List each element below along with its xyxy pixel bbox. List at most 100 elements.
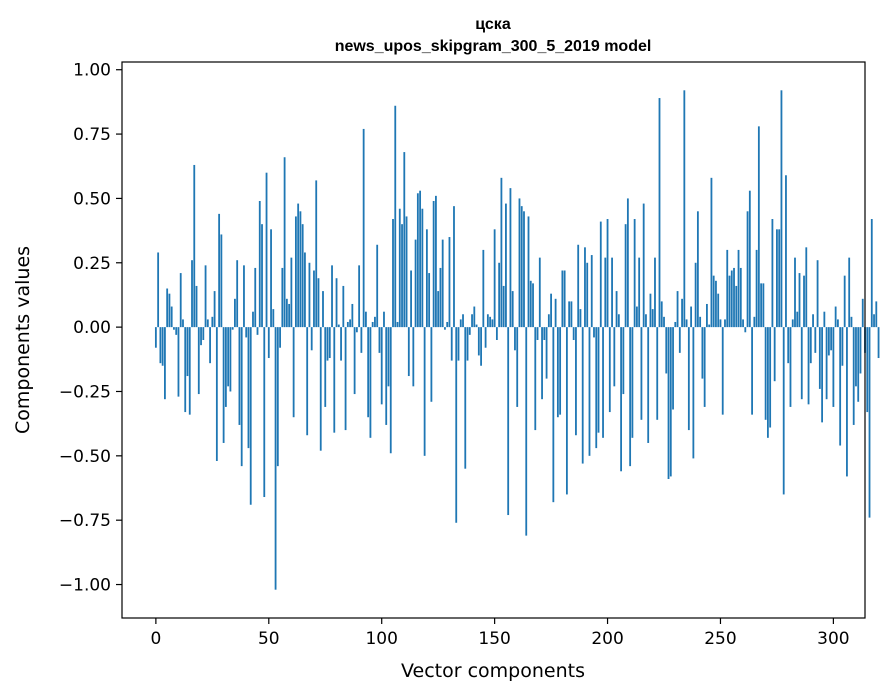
bar — [313, 270, 315, 328]
bar — [870, 219, 873, 328]
y-tick-label: −1.00 — [59, 576, 111, 596]
bar — [640, 327, 643, 420]
bar — [299, 211, 302, 328]
bar — [394, 105, 397, 328]
bar — [502, 285, 505, 328]
bar — [782, 327, 785, 495]
bar — [374, 316, 376, 328]
bar — [229, 327, 232, 392]
bar — [324, 327, 327, 407]
bar — [633, 219, 636, 328]
bar — [240, 327, 243, 467]
bar — [613, 327, 616, 387]
bar — [796, 311, 799, 328]
bar — [620, 327, 622, 472]
bar — [249, 327, 252, 505]
bar — [378, 327, 381, 353]
bar — [297, 203, 300, 328]
bar — [665, 327, 668, 374]
bar — [559, 327, 562, 415]
bar — [507, 327, 510, 516]
bar — [649, 293, 652, 328]
bar — [830, 327, 833, 351]
bar — [403, 152, 406, 328]
bar — [821, 327, 823, 423]
bar — [215, 327, 218, 461]
bar — [301, 224, 304, 328]
bar — [715, 280, 717, 328]
bar — [184, 327, 187, 413]
bar — [453, 206, 455, 328]
bar — [687, 327, 690, 431]
bar — [362, 128, 365, 328]
bar — [435, 195, 437, 328]
bar — [367, 327, 370, 418]
bar — [861, 298, 864, 328]
bar — [294, 216, 297, 328]
bar — [690, 306, 693, 328]
bar — [760, 283, 763, 328]
bar — [624, 224, 627, 328]
bar — [263, 327, 266, 498]
bar — [466, 327, 469, 361]
bar — [538, 257, 541, 328]
bar — [276, 327, 279, 467]
bar — [209, 327, 211, 364]
bar — [755, 249, 758, 328]
bar — [642, 203, 645, 328]
bar — [439, 267, 442, 328]
bar — [310, 327, 313, 351]
bar — [385, 327, 388, 425]
bar — [204, 265, 207, 328]
bar — [206, 319, 209, 328]
bar — [234, 298, 236, 328]
bar — [340, 327, 342, 361]
bar — [703, 327, 706, 407]
bar — [622, 327, 625, 395]
bar — [480, 327, 482, 366]
bar — [459, 319, 462, 328]
bar — [252, 311, 254, 328]
bar — [787, 327, 790, 364]
bar — [322, 291, 324, 328]
bar — [455, 327, 458, 523]
bar — [825, 327, 828, 400]
bar — [656, 327, 659, 420]
bar — [267, 327, 270, 359]
bar — [523, 211, 525, 328]
bar — [859, 327, 862, 374]
bar — [823, 311, 826, 328]
bar — [245, 327, 248, 338]
bar — [279, 327, 281, 348]
bar — [444, 327, 446, 330]
bar — [762, 283, 765, 328]
bar — [636, 306, 638, 328]
bar — [462, 314, 464, 328]
bar — [186, 327, 189, 377]
bar — [520, 206, 523, 328]
bar — [182, 319, 184, 328]
bar — [333, 327, 336, 433]
bar — [827, 327, 830, 356]
bar — [258, 201, 261, 328]
bars-group — [154, 90, 880, 590]
bar — [818, 327, 821, 389]
bar — [848, 257, 851, 328]
x-axis-label: Vector components — [401, 660, 585, 682]
bar — [419, 190, 422, 328]
bar — [410, 270, 412, 328]
bar — [728, 275, 731, 328]
bar — [317, 278, 320, 328]
bar — [337, 324, 340, 328]
bar — [191, 260, 193, 328]
bar — [457, 327, 460, 361]
bar — [696, 211, 699, 328]
bar — [590, 255, 593, 328]
bar — [405, 216, 408, 328]
bar — [737, 249, 740, 328]
bar — [599, 221, 602, 328]
bar — [371, 321, 374, 328]
bar — [667, 327, 670, 479]
x-tick-label: 200 — [591, 629, 623, 649]
